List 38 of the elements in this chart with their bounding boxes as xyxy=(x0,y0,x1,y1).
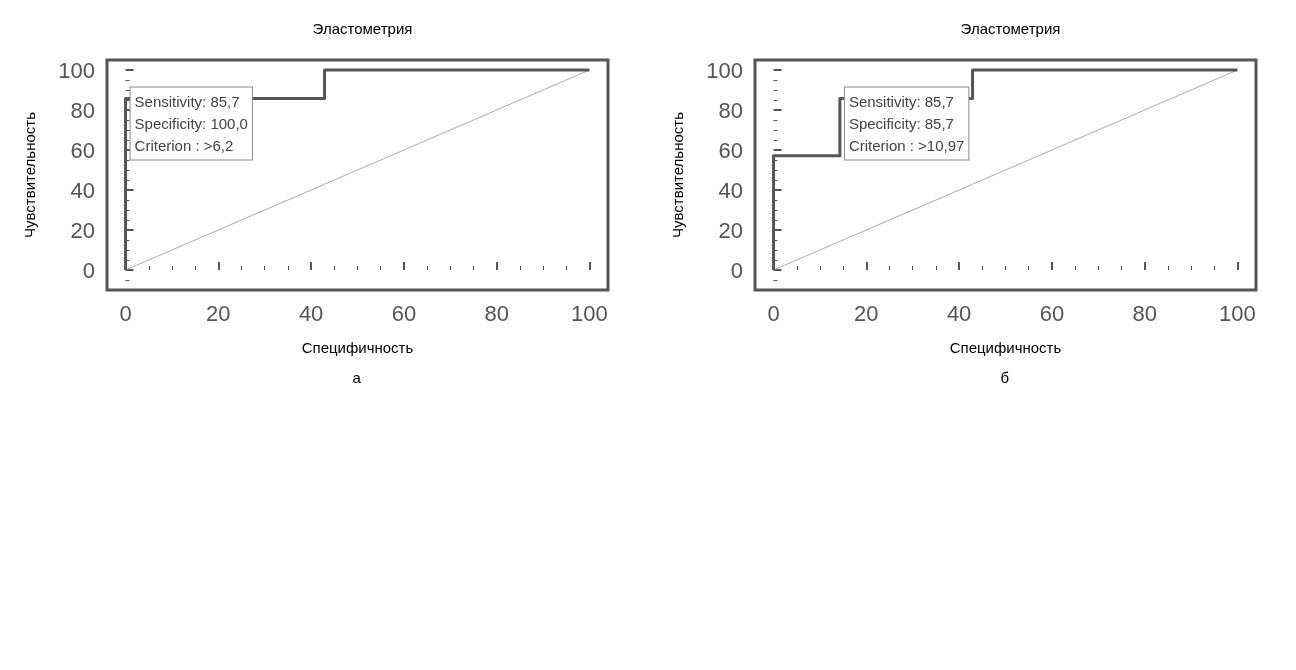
annotation: Sensitivity: 85,7 xyxy=(848,93,954,111)
y-axis-title: Чувствительность xyxy=(21,111,38,238)
text: б xyxy=(1000,369,1010,386)
annotation: Criterion : >6,2 xyxy=(134,137,234,155)
x-tick-label: 100 xyxy=(571,300,608,326)
y-tick-label: 60 xyxy=(718,137,743,163)
annotation: Sensitivity: 85,7 xyxy=(134,93,240,111)
x-tick-label: 40 xyxy=(946,300,972,326)
x-tick-label: 0 xyxy=(119,300,132,326)
y-tick-label: 100 xyxy=(706,57,743,83)
annotation: Specificity: 85,7 xyxy=(848,115,954,133)
y-tick-label: 40 xyxy=(70,177,95,203)
x-axis-title: Специфичность xyxy=(301,339,414,356)
y-tick-label: 100 xyxy=(58,57,95,83)
y-tick-label: 80 xyxy=(718,97,743,123)
x-tick-label: 20 xyxy=(206,300,231,326)
x-tick-label: 60 xyxy=(1039,300,1065,326)
text: а xyxy=(352,369,362,386)
x-tick-label: 0 xyxy=(767,300,780,326)
chart-title: Эластометрия xyxy=(960,20,1061,37)
y-tick-label: 20 xyxy=(70,217,95,243)
y-tick-label: 0 xyxy=(82,257,95,283)
y-tick-label: 20 xyxy=(718,217,743,243)
x-tick-label: 100 xyxy=(1219,300,1256,326)
y-tick-label: 60 xyxy=(70,137,95,163)
y-tick-label: 0 xyxy=(730,257,743,283)
x-tick-label: 40 xyxy=(298,300,324,326)
y-tick-label: 40 xyxy=(718,177,743,203)
annotation: Specificity: 100,0 xyxy=(134,115,248,133)
y-tick-label: 80 xyxy=(70,97,95,123)
x-tick-label: 80 xyxy=(484,300,509,326)
y-axis-title: Чувствительность xyxy=(669,111,686,238)
x-tick-label: 80 xyxy=(1132,300,1157,326)
annotation: Criterion : >10,97 xyxy=(848,137,965,155)
chart-title: Эластометрия xyxy=(312,20,413,37)
x-tick-label: 60 xyxy=(391,300,417,326)
x-tick-label: 20 xyxy=(854,300,879,326)
x-axis-title: Специфичность xyxy=(949,339,1062,356)
